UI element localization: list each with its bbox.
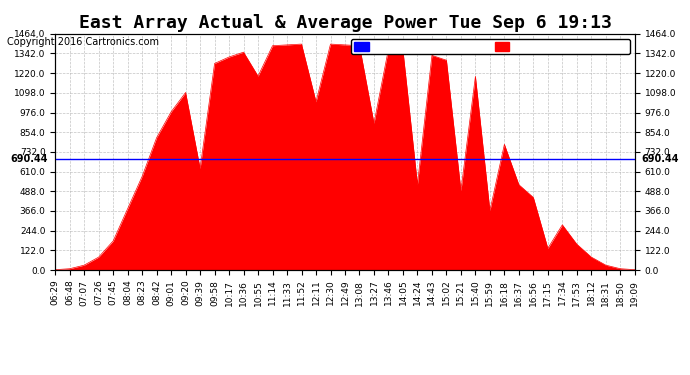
Text: 690.44: 690.44 [642,154,679,164]
Text: 690.44: 690.44 [11,154,48,164]
Legend: Average  (DC Watts), East Array  (DC Watts): Average (DC Watts), East Array (DC Watts… [351,39,630,54]
Text: Copyright 2016 Cartronics.com: Copyright 2016 Cartronics.com [7,37,159,47]
Title: East Array Actual & Average Power Tue Sep 6 19:13: East Array Actual & Average Power Tue Se… [79,14,611,32]
